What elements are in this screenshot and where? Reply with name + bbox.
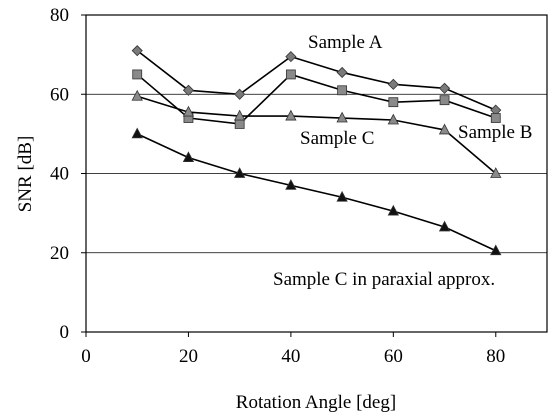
x-tick-label: 20: [179, 346, 198, 367]
series-group: [131, 45, 502, 256]
data-point: [131, 127, 143, 139]
y-tick-label: 80: [50, 5, 69, 26]
data-point: [285, 51, 297, 63]
y-tick-label: 20: [50, 243, 69, 264]
x-axis-label: Rotation Angle [deg]: [236, 392, 396, 413]
series-label-sample-b: Sample B: [458, 122, 532, 143]
data-point: [182, 84, 195, 96]
series-label-sample-a: Sample A: [308, 32, 383, 53]
data-point: [285, 109, 297, 121]
data-point: [285, 69, 296, 80]
data-point: [336, 111, 348, 123]
data-point: [234, 88, 246, 100]
data-point: [388, 97, 399, 108]
data-point: [336, 66, 348, 79]
series-label-paraxial: Sample C in paraxial approx.: [273, 269, 495, 290]
data-point: [439, 95, 450, 106]
data-point: [131, 89, 143, 101]
data-point: [234, 119, 245, 129]
x-tick-label: 0: [81, 346, 91, 367]
data-point: [490, 113, 501, 123]
data-point: [387, 204, 399, 216]
x-tick-label: 80: [486, 346, 505, 367]
series-2: [131, 89, 502, 178]
data-point: [234, 167, 246, 178]
data-point: [182, 151, 195, 163]
y-tick-label: 60: [50, 84, 69, 105]
data-point: [387, 78, 399, 90]
data-point: [132, 69, 143, 80]
data-point: [387, 113, 399, 125]
series-line: [136, 73, 497, 125]
data-point: [490, 167, 502, 178]
y-axis-label: SNR [dB]: [15, 136, 36, 213]
grid-lines: [86, 93, 547, 254]
data-point: [336, 190, 348, 202]
data-point: [182, 105, 195, 117]
x-tick-label: 60: [384, 346, 403, 367]
series-label-sample-c: Sample C: [300, 128, 374, 149]
data-point: [438, 82, 451, 94]
data-point: [337, 85, 348, 96]
series-line: [136, 133, 497, 252]
data-point: [438, 123, 451, 135]
data-point: [438, 220, 451, 232]
series-0: [131, 45, 502, 116]
data-point: [285, 179, 297, 190]
data-point: [490, 244, 502, 256]
series-1: [132, 69, 501, 129]
y-tick-label: 0: [60, 322, 70, 343]
data-point: [234, 109, 246, 121]
y-axis-ticks: 0 20 40 60 80: [50, 5, 86, 343]
x-axis-ticks: 0 20 40 60 80: [81, 332, 505, 367]
series-line: [136, 95, 497, 175]
y-tick-label: 40: [50, 164, 69, 185]
series-line: [136, 50, 497, 111]
series-3: [131, 127, 502, 256]
data-point: [131, 45, 143, 57]
x-tick-label: 40: [281, 346, 300, 367]
